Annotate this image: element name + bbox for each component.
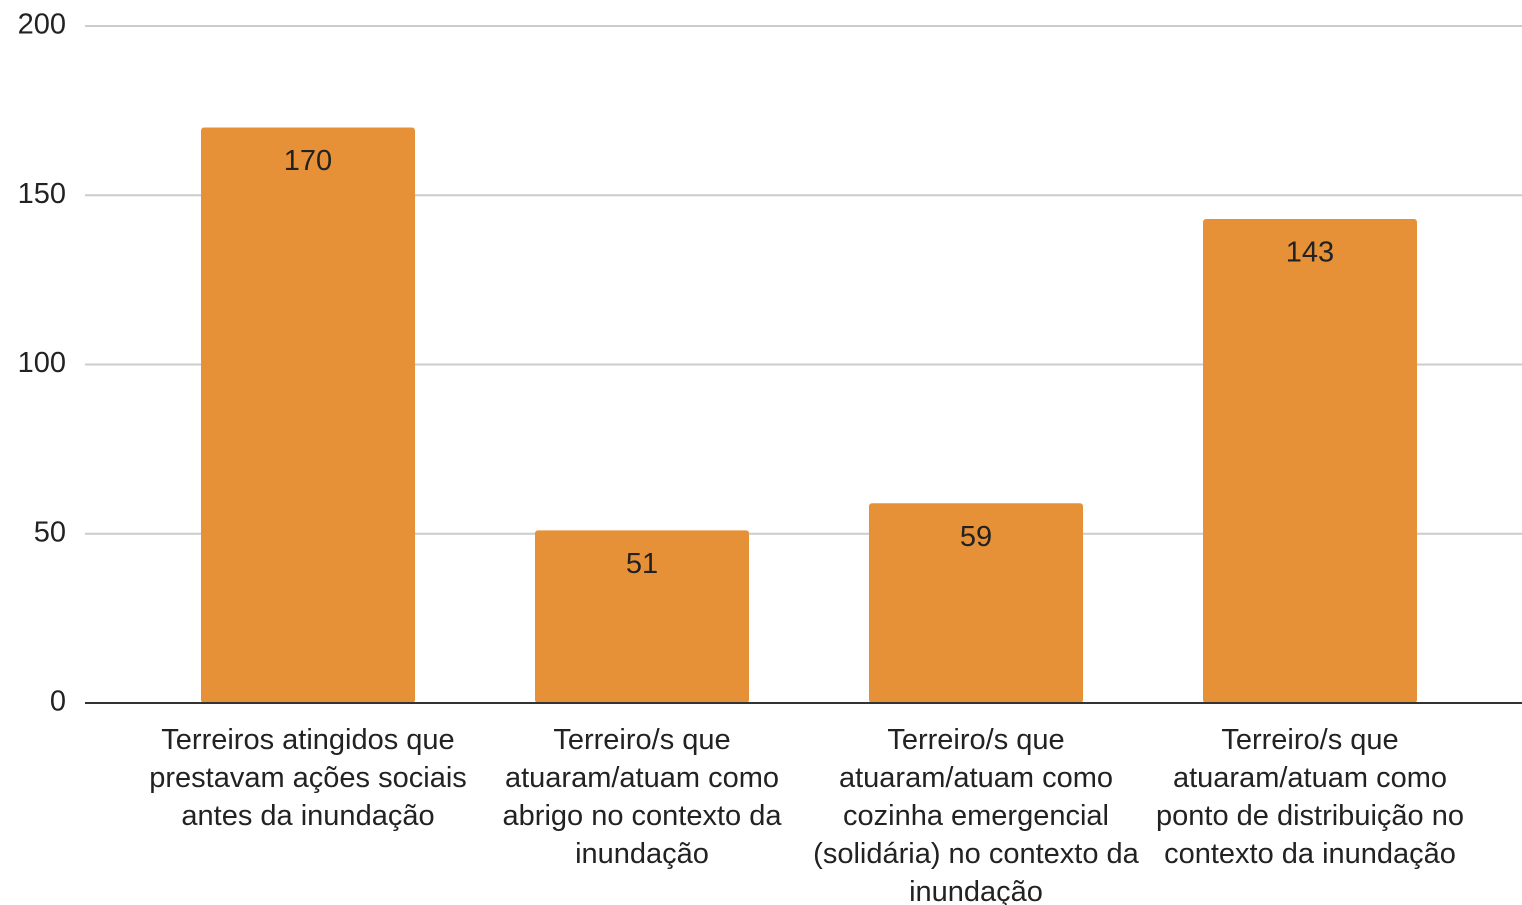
- bar: [535, 530, 749, 703]
- x-tick-label: Terreiro/s que atuaram/atuam como cozinh…: [813, 724, 1139, 905]
- y-tick-label: 0: [50, 686, 66, 718]
- value-label: 51: [626, 548, 658, 580]
- bar: [201, 127, 415, 704]
- y-tick-label: 200: [18, 9, 66, 41]
- bar: [1203, 218, 1417, 703]
- y-tick-label: 150: [18, 178, 66, 210]
- x-tick-label: Terreiro/s que atuaram/atuam como abrigo…: [502, 724, 782, 870]
- value-label: 170: [284, 145, 332, 177]
- x-tick-label: Terreiro/s que atuaram/atuam como ponto …: [1156, 724, 1464, 870]
- x-tick-label: Terreiros atingidos que prestavam ações …: [149, 724, 467, 832]
- value-label: 59: [960, 521, 992, 553]
- bar: [869, 503, 1083, 703]
- y-tick-label: 50: [34, 516, 66, 548]
- value-label: 143: [1286, 237, 1334, 269]
- y-tick-label: 100: [18, 347, 66, 379]
